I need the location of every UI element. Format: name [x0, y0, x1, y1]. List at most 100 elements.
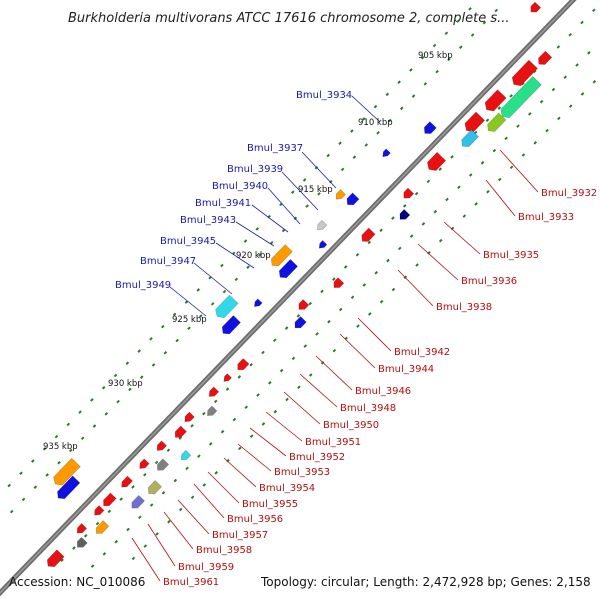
- gene-label[interactable]: Bmul_3956: [227, 514, 283, 525]
- gene-label[interactable]: Bmul_3944: [378, 364, 434, 375]
- dot-mark: [385, 92, 390, 97]
- leader-line: [163, 511, 194, 550]
- leader-line: [193, 262, 233, 295]
- dot-mark: [329, 179, 333, 184]
- gene-arrow: [317, 219, 328, 231]
- leader-line: [131, 537, 161, 582]
- dot-mark: [445, 197, 449, 202]
- leader-line: [147, 523, 176, 567]
- gene-arrow: [174, 425, 187, 438]
- gene-box: [538, 50, 553, 65]
- backbone: [0, 0, 577, 597]
- gene-label[interactable]: Bmul_3951: [305, 437, 361, 448]
- gene-label[interactable]: Bmul_3934: [296, 90, 352, 101]
- gene-arrow: [103, 492, 117, 507]
- tick-label: 910 kbp: [358, 118, 393, 128]
- dot-mark: [528, 112, 532, 116]
- gene-label[interactable]: Bmul_3946: [355, 386, 411, 397]
- dot-mark: [214, 471, 218, 475]
- dot-mark: [447, 57, 451, 62]
- dot-mark: [291, 356, 296, 361]
- gene-label[interactable]: Bmul_3953: [274, 467, 330, 478]
- dot-mark: [340, 167, 345, 172]
- dot-mark: [78, 410, 82, 414]
- dot-mark: [315, 332, 319, 336]
- dot-mark: [175, 338, 179, 343]
- dot-mark: [178, 507, 183, 512]
- gene-box: [207, 405, 218, 416]
- gene-label[interactable]: Bmul_3959: [178, 562, 234, 573]
- dot-mark: [279, 368, 284, 373]
- gene-label[interactable]: Bmul_3949: [115, 280, 171, 291]
- dot-mark: [350, 295, 355, 300]
- tick-label: 925 kbp: [172, 315, 207, 325]
- dot-mark: [21, 497, 26, 502]
- gene-label[interactable]: Bmul_3948: [340, 403, 396, 414]
- gene-label[interactable]: Bmul_3954: [259, 483, 315, 494]
- gene-box: [184, 411, 195, 423]
- gene-label[interactable]: Bmul_3940: [212, 181, 268, 192]
- dot-mark: [362, 283, 367, 287]
- gene-box: [294, 316, 307, 329]
- gene-label[interactable]: Bmul_3945: [160, 236, 216, 247]
- dot-mark: [327, 319, 331, 324]
- gene-label[interactable]: Bmul_3941: [195, 198, 251, 209]
- leader-line: [235, 221, 275, 247]
- gene-arrow: [530, 1, 542, 13]
- dot-mark: [33, 485, 38, 489]
- leader-line: [193, 483, 225, 519]
- gene-label[interactable]: Bmul_3947: [140, 256, 196, 267]
- leader-line: [207, 471, 240, 504]
- gene-box: [95, 520, 110, 534]
- dot-mark: [376, 130, 380, 135]
- gene-label[interactable]: Bmul_3937: [247, 143, 303, 154]
- dot-mark: [388, 118, 392, 123]
- dot-mark: [137, 349, 141, 353]
- gene-label[interactable]: Bmul_3938: [436, 302, 492, 313]
- tick-label: 915 kbp: [298, 185, 333, 195]
- dot-mark: [173, 478, 178, 483]
- leader-line: [169, 286, 207, 317]
- gene-label[interactable]: Bmul_3943: [180, 215, 236, 226]
- leader-line: [357, 317, 392, 352]
- dot-mark: [19, 471, 23, 476]
- gene-arrow: [208, 386, 220, 397]
- leader-line: [177, 499, 210, 535]
- dot-mark: [398, 246, 402, 251]
- gene-label[interactable]: Bmul_3932: [541, 188, 597, 199]
- gene-label[interactable]: Bmul_3936: [461, 276, 517, 287]
- forward-labels: Bmul_3934 Bmul_3937 Bmul_3939 Bmul_3940 …: [115, 90, 352, 291]
- gene-label[interactable]: Bmul_3942: [394, 347, 450, 358]
- leader-line: [251, 204, 289, 233]
- gene-label[interactable]: Bmul_3955: [242, 499, 298, 510]
- gene-label[interactable]: Bmul_3961: [163, 577, 219, 588]
- gene-label[interactable]: Bmul_3957: [212, 530, 268, 541]
- gene-box: [317, 219, 328, 231]
- gene-label[interactable]: Bmul_3952: [289, 452, 345, 463]
- dot-mark: [379, 299, 384, 304]
- gene-label[interactable]: Bmul_3958: [196, 545, 252, 556]
- leader-line: [249, 427, 287, 457]
- gene-box: [131, 494, 145, 509]
- dot-mark: [202, 483, 207, 487]
- gene-arrow: [318, 240, 328, 249]
- dot-mark: [485, 118, 490, 123]
- dot-mark: [332, 348, 337, 353]
- gene-box: [157, 458, 170, 471]
- dot-mark: [190, 424, 194, 428]
- gene-label[interactable]: Bmul_3933: [518, 212, 574, 223]
- gene-label[interactable]: Bmul_3935: [483, 250, 539, 261]
- gene-arrow: [461, 129, 479, 148]
- gene-arrow: [215, 294, 239, 319]
- gene-label[interactable]: Bmul_3939: [227, 164, 283, 175]
- dot-mark: [92, 424, 97, 428]
- dot-mark: [480, 161, 485, 165]
- dot-mark: [338, 307, 343, 312]
- dot-mark: [190, 495, 195, 500]
- dot-mark: [199, 314, 203, 318]
- gene-box: [484, 89, 507, 112]
- dot-mark: [116, 399, 120, 404]
- gene-label[interactable]: Bmul_3950: [323, 420, 379, 431]
- gene-box: [464, 111, 486, 133]
- dot-mark: [258, 253, 262, 257]
